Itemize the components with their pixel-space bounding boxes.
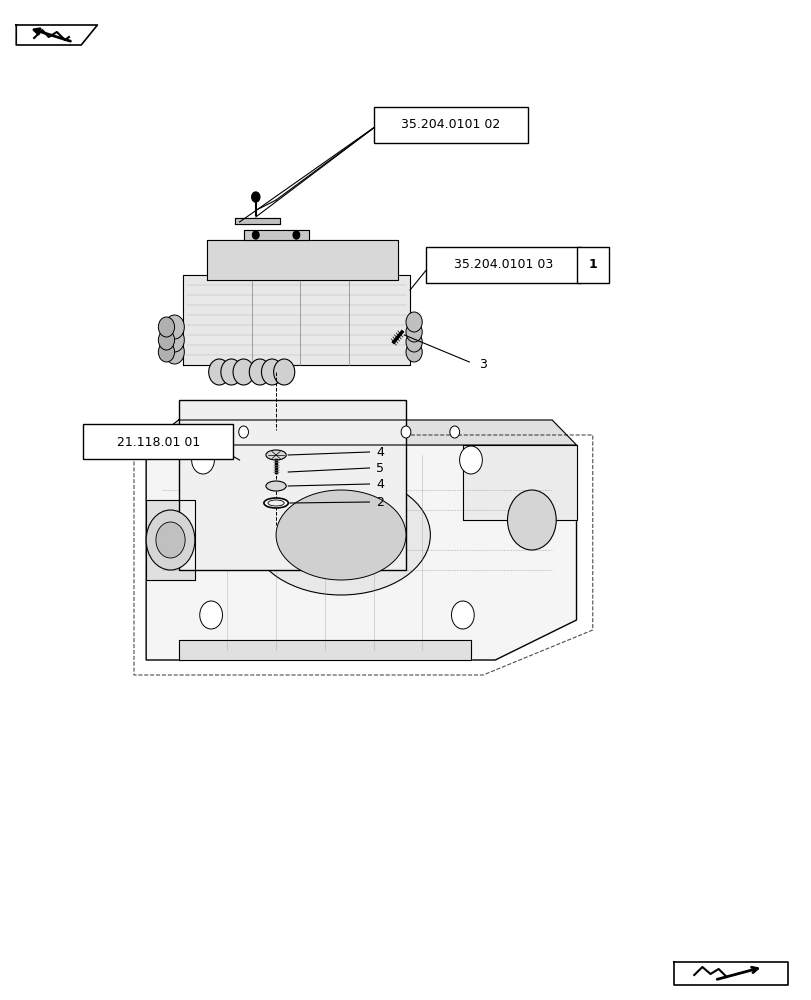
- Circle shape: [158, 317, 174, 337]
- Circle shape: [190, 426, 200, 438]
- Circle shape: [251, 192, 260, 202]
- Circle shape: [406, 322, 422, 342]
- Circle shape: [208, 359, 230, 385]
- Polygon shape: [182, 275, 410, 365]
- Polygon shape: [207, 240, 397, 280]
- Circle shape: [238, 426, 248, 438]
- Circle shape: [406, 312, 422, 332]
- Circle shape: [252, 231, 259, 239]
- Text: 35.204.0101 02: 35.204.0101 02: [401, 118, 500, 131]
- FancyBboxPatch shape: [178, 400, 406, 570]
- Circle shape: [459, 446, 482, 474]
- Circle shape: [401, 426, 410, 438]
- Circle shape: [406, 342, 422, 362]
- Ellipse shape: [276, 490, 406, 580]
- Text: 35.204.0101 03: 35.204.0101 03: [453, 258, 552, 271]
- Circle shape: [249, 359, 270, 385]
- Circle shape: [261, 359, 282, 385]
- Circle shape: [165, 315, 184, 339]
- Text: 4: 4: [375, 478, 384, 490]
- Circle shape: [451, 601, 474, 629]
- Polygon shape: [16, 25, 97, 45]
- FancyBboxPatch shape: [576, 247, 608, 282]
- Circle shape: [293, 231, 299, 239]
- Text: 2: 2: [375, 495, 384, 508]
- Circle shape: [165, 340, 184, 364]
- FancyBboxPatch shape: [84, 424, 233, 459]
- Polygon shape: [243, 230, 308, 240]
- Ellipse shape: [266, 450, 285, 460]
- FancyBboxPatch shape: [426, 247, 580, 282]
- Polygon shape: [146, 445, 576, 660]
- Ellipse shape: [268, 500, 284, 506]
- Text: 5: 5: [375, 462, 384, 475]
- Circle shape: [273, 359, 294, 385]
- Polygon shape: [462, 445, 576, 520]
- Text: 3: 3: [478, 359, 487, 371]
- Text: 1: 1: [588, 258, 596, 271]
- Circle shape: [156, 522, 185, 558]
- Polygon shape: [673, 962, 787, 985]
- Circle shape: [146, 510, 195, 570]
- Circle shape: [200, 601, 222, 629]
- Ellipse shape: [264, 498, 288, 508]
- Circle shape: [221, 359, 242, 385]
- Circle shape: [406, 332, 422, 352]
- Polygon shape: [146, 420, 576, 445]
- FancyBboxPatch shape: [373, 107, 527, 142]
- Ellipse shape: [266, 481, 285, 491]
- Polygon shape: [146, 500, 195, 580]
- Text: 4: 4: [375, 446, 384, 458]
- Ellipse shape: [251, 475, 430, 595]
- Polygon shape: [235, 218, 280, 224]
- Circle shape: [165, 328, 184, 352]
- Circle shape: [158, 330, 174, 350]
- Circle shape: [507, 490, 556, 550]
- Polygon shape: [178, 640, 470, 660]
- Circle shape: [449, 426, 459, 438]
- Text: 21.118.01 01: 21.118.01 01: [117, 436, 200, 448]
- Circle shape: [158, 342, 174, 362]
- Circle shape: [233, 359, 254, 385]
- Circle shape: [191, 446, 214, 474]
